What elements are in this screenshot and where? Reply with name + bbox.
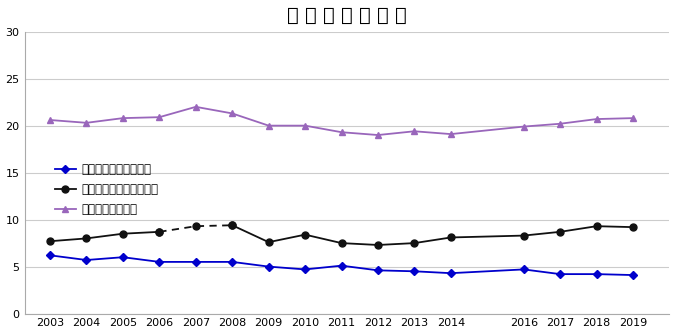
事業所数（千事業所） — [119, 255, 127, 259]
製造品出荷額等（兆円） — [520, 233, 528, 237]
従業者数（万人） — [410, 129, 418, 133]
製造品出荷額等（兆円） — [374, 243, 382, 247]
製造品出荷額等（兆円） — [265, 240, 273, 244]
事業所数（千事業所） — [520, 268, 528, 272]
Line: 従業者数（万人）: 従業者数（万人） — [47, 103, 637, 139]
製造品出荷額等（兆円） — [301, 233, 309, 237]
事業所数（千事業所） — [228, 260, 236, 264]
従業者数（万人） — [228, 112, 236, 116]
従業者数（万人） — [265, 124, 273, 128]
製造品出荷額等（兆円） — [338, 241, 346, 245]
従業者数（万人） — [374, 133, 382, 137]
従業者数（万人） — [82, 121, 90, 125]
事業所数（千事業所） — [556, 272, 564, 276]
従業者数（万人） — [629, 116, 637, 120]
事業所数（千事業所） — [46, 253, 54, 257]
事業所数（千事業所） — [301, 268, 309, 272]
従業者数（万人） — [338, 130, 346, 134]
Title: 本 県 工 業 の 推 移: 本 県 工 業 の 推 移 — [287, 6, 407, 25]
事業所数（千事業所） — [374, 268, 382, 272]
従業者数（万人） — [301, 124, 309, 128]
事業所数（千事業所） — [155, 260, 163, 264]
事業所数（千事業所） — [265, 265, 273, 269]
事業所数（千事業所） — [629, 273, 637, 277]
Line: 事業所数（千事業所）: 事業所数（千事業所） — [47, 253, 636, 278]
Legend: 事業所数（千事業所）, 製造品出荷額等（兆円）, 従業者数（万人）: 事業所数（千事業所）, 製造品出荷額等（兆円）, 従業者数（万人） — [50, 158, 163, 221]
事業所数（千事業所） — [447, 271, 455, 275]
製造品出荷額等（兆円） — [447, 235, 455, 239]
従業者数（万人） — [447, 132, 455, 136]
Line: 製造品出荷額等（兆円）: 製造品出荷額等（兆円） — [229, 222, 637, 248]
従業者数（万人） — [119, 116, 127, 120]
製造品出荷額等（兆円） — [629, 225, 637, 229]
従業者数（万人） — [155, 115, 163, 119]
事業所数（千事業所） — [593, 272, 601, 276]
従業者数（万人） — [593, 117, 601, 121]
事業所数（千事業所） — [338, 264, 346, 268]
従業者数（万人） — [192, 105, 200, 109]
製造品出荷額等（兆円） — [593, 224, 601, 228]
事業所数（千事業所） — [410, 269, 418, 273]
製造品出荷額等（兆円） — [228, 223, 236, 227]
従業者数（万人） — [46, 118, 54, 122]
従業者数（万人） — [556, 122, 564, 126]
製造品出荷額等（兆円） — [410, 241, 418, 245]
事業所数（千事業所） — [82, 258, 90, 262]
製造品出荷額等（兆円） — [556, 230, 564, 234]
事業所数（千事業所） — [192, 260, 200, 264]
従業者数（万人） — [520, 125, 528, 129]
